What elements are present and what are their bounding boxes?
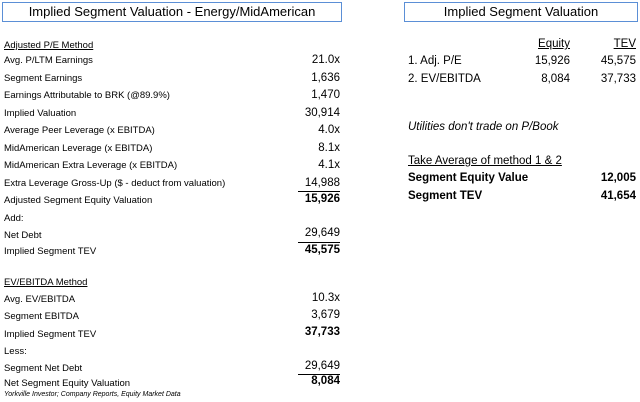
summary-row-tev: 37,733 [600, 73, 636, 85]
ebitda-row-value: 37,733 [304, 326, 340, 338]
segment-tev-value: 41,654 [600, 190, 636, 202]
pe-row-label: Add: [4, 213, 24, 224]
pe-row-value: 29,649 [304, 227, 340, 239]
ebitda-row-label: Segment Net Debt [4, 363, 83, 374]
pe-row-value: 30,914 [304, 107, 340, 119]
summary-row-equity: 8,084 [541, 73, 570, 85]
pe-row-value: 4.1x [318, 159, 340, 171]
underline-rule [298, 242, 340, 243]
underline-rule [298, 191, 340, 192]
right-title: Implied Segment Valuation [443, 4, 599, 19]
ebitda-row-value: 10.3x [311, 292, 340, 304]
summary-row-label: 1. Adj. P/E [408, 55, 462, 67]
pe-row-value: 1,470 [311, 89, 340, 101]
average-label: Take Average of method 1 & 2 [408, 155, 562, 167]
ebitda-method-heading: EV/EBITDA Method [4, 277, 88, 288]
left-title-box: Implied Segment Valuation - Energy/MidAm… [2, 2, 342, 22]
pe-row-label: Extra Leverage Gross-Up ($ - deduct from… [4, 178, 226, 189]
ebitda-row-value: 3,679 [311, 309, 340, 321]
underline-rule [298, 374, 340, 375]
segment-tev-label: Segment TEV [408, 190, 483, 202]
segment-equity-label: Segment Equity Value [408, 172, 529, 184]
pe-row-label: Adjusted Segment Equity Valuation [4, 195, 153, 206]
ebitda-row-label: Implied Segment TEV [4, 329, 97, 340]
pe-row-label: Average Peer Leverage (x EBITDA) [4, 125, 155, 136]
pe-row-label: Avg. P/LTM Earnings [4, 55, 93, 66]
source-note: Yorkville Investor; Company Reports, Equ… [4, 391, 181, 398]
pe-row-label: Earnings Attributable to BRK (@89.9%) [4, 90, 170, 101]
segment-equity-value: 12,005 [600, 172, 636, 184]
pe-row-label: Implied Valuation [4, 108, 77, 119]
col-header-tev: TEV [613, 38, 636, 50]
summary-row-label: 2. EV/EBITDA [408, 73, 481, 85]
ebitda-row-label: Less: [4, 346, 27, 357]
col-header-equity: Equity [538, 38, 570, 50]
pe-row-value: 1,636 [311, 72, 340, 84]
pe-row-label: Net Debt [4, 230, 42, 241]
pe-row-value: 8.1x [318, 142, 340, 154]
pe-row-value: 21.0x [311, 54, 340, 66]
pe-row-label: MidAmerican Extra Leverage (x EBITDA) [4, 160, 178, 171]
pe-row-label: Implied Segment TEV [4, 246, 97, 257]
ebitda-row-value: 29,649 [304, 360, 340, 372]
pe-row-value: 45,575 [304, 244, 340, 256]
pe-row-label: Segment Earnings [4, 73, 83, 84]
pe-row-value: 14,988 [304, 177, 340, 189]
pe-row-value: 15,926 [304, 193, 340, 205]
ebitda-row-label: Net Segment Equity Valuation [4, 378, 131, 389]
ebitda-row-value: 8,084 [311, 375, 340, 387]
pe-row-label: MidAmerican Leverage (x EBITDA) [4, 143, 153, 154]
right-title-box: Implied Segment Valuation [404, 2, 638, 22]
ebitda-row-label: Segment EBITDA [4, 311, 79, 322]
left-title: Implied Segment Valuation - Energy/MidAm… [28, 4, 316, 19]
ebitda-row-label: Avg. EV/EBITDA [4, 294, 76, 305]
summary-row-equity: 15,926 [534, 55, 570, 67]
pe-method-heading: Adjusted P/E Method [4, 40, 94, 51]
pe-row-value: 4.0x [318, 124, 340, 136]
utilities-note: Utilities don't trade on P/Book [408, 121, 559, 133]
summary-row-tev: 45,575 [600, 55, 636, 67]
